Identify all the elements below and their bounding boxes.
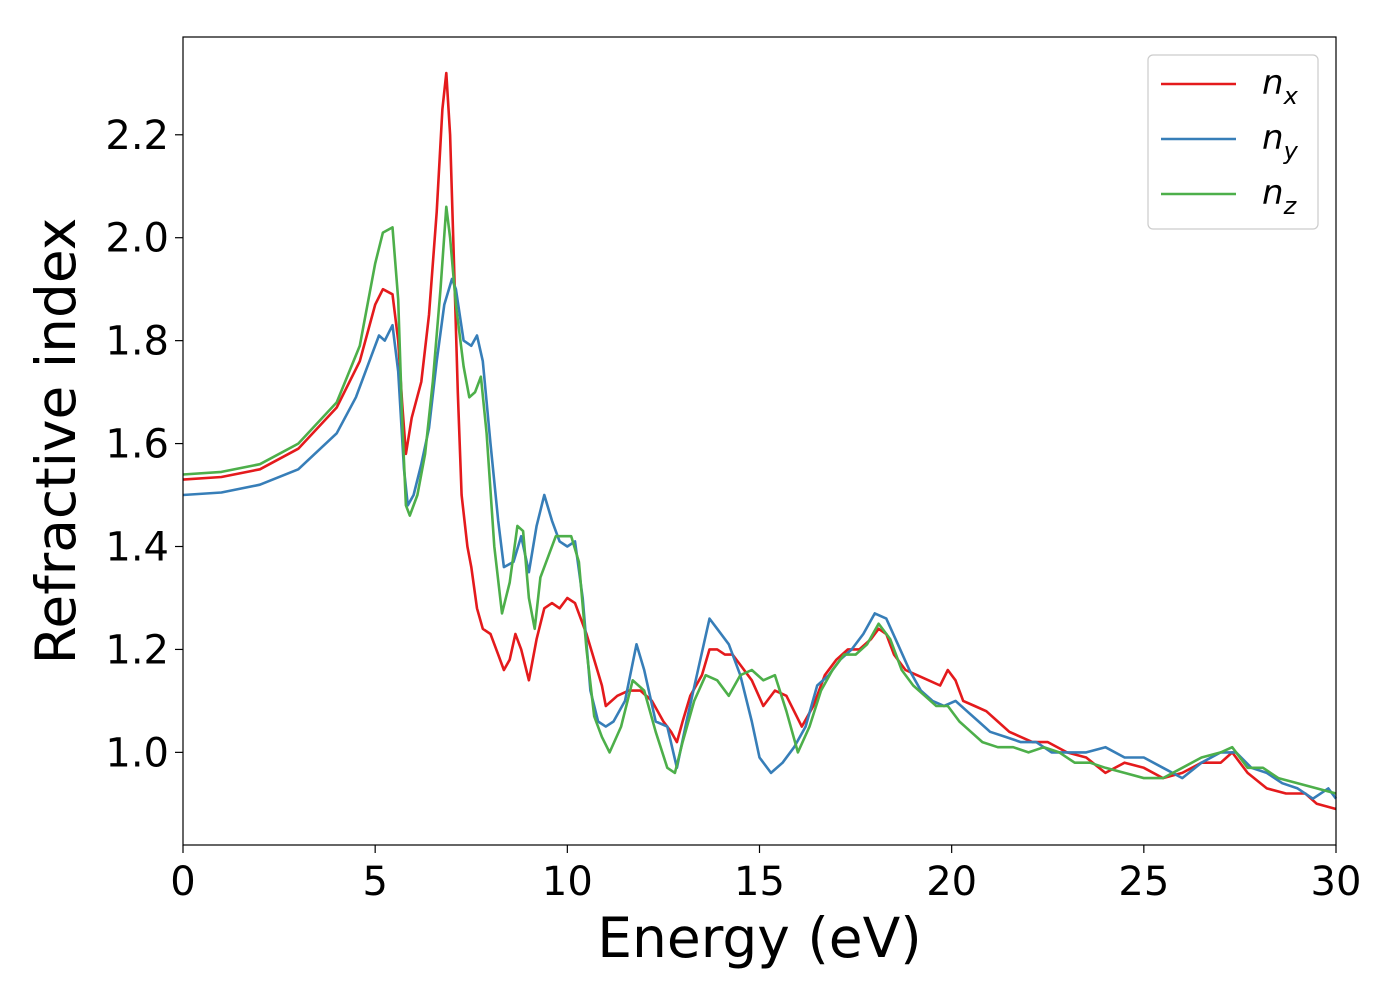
legend-label-main: n [1262, 173, 1284, 213]
x-tick-label: 25 [1118, 859, 1169, 905]
y-axis: 1.0 1.2 1.4 1.6 1.8 2.0 2.2 [105, 113, 183, 776]
x-tick-label: 0 [170, 859, 195, 905]
x-tick-label: 10 [542, 859, 593, 905]
y-tick-label: 1.6 [105, 422, 169, 468]
series-layer [182, 71, 1338, 811]
legend-label-main: n [1262, 63, 1284, 103]
x-axis: 0 5 10 15 20 25 30 [170, 845, 1361, 905]
y-tick-label: 2.2 [105, 113, 169, 159]
x-tick-label: 5 [362, 859, 387, 905]
y-tick-label: 1.2 [105, 627, 169, 673]
x-axis-title: Energy (eV) [597, 906, 921, 970]
x-tick-label: 30 [1311, 859, 1362, 905]
y-tick-label: 1.4 [105, 525, 169, 571]
legend-label-n-y: ny [1262, 118, 1299, 165]
legend-label-sub: z [1283, 192, 1298, 220]
legend-label-main: n [1262, 118, 1284, 158]
legend-label-n-z: nz [1262, 173, 1298, 220]
legend-label-sub: x [1283, 82, 1299, 110]
legend-label-n-x: nx [1262, 63, 1299, 110]
x-tick-label: 20 [926, 859, 977, 905]
y-tick-label: 1.0 [105, 730, 169, 776]
y-tick-label: 2.0 [105, 216, 169, 262]
y-tick-label: 1.8 [105, 319, 169, 365]
x-tick-label: 15 [734, 859, 785, 905]
legend-box [1147, 54, 1319, 230]
series-line-n-y [182, 277, 1338, 800]
series-line-n-z [182, 205, 1337, 795]
legend-label-sub: y [1283, 137, 1299, 165]
y-axis-title: Refractive index [24, 218, 88, 665]
